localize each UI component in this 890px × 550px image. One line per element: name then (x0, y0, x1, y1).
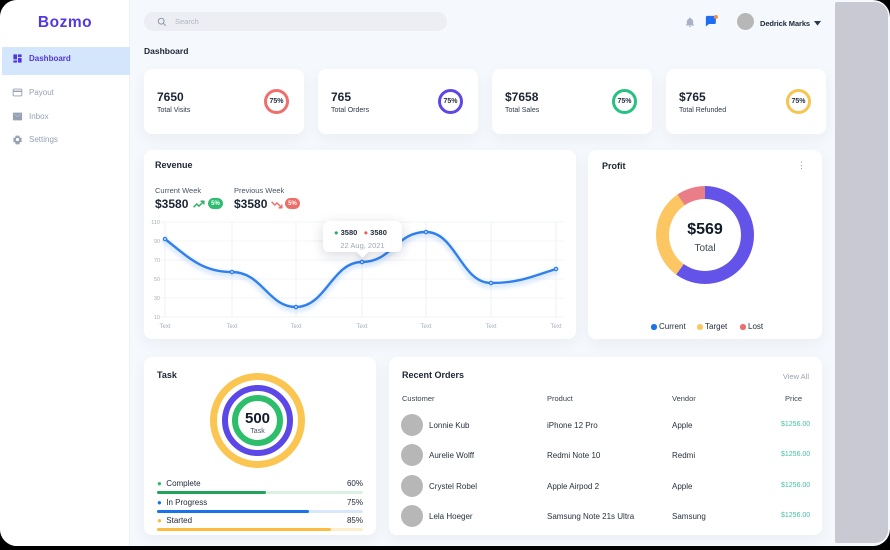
svg-text:Text: Text (420, 324, 431, 330)
svg-text:Text: Text (356, 324, 367, 330)
svg-text:90: 90 (154, 239, 160, 245)
svg-text:Text: Text (159, 324, 170, 330)
svg-text:10: 10 (154, 315, 160, 321)
svg-text:Text: Text (550, 324, 561, 330)
svg-text:Text: Text (290, 324, 301, 330)
svg-text:110: 110 (151, 220, 160, 226)
svg-text:Text: Text (485, 324, 496, 330)
svg-text:Text: Text (226, 324, 237, 330)
svg-text:30: 30 (154, 296, 160, 302)
svg-text:50: 50 (154, 277, 160, 283)
svg-text:70: 70 (154, 258, 160, 264)
